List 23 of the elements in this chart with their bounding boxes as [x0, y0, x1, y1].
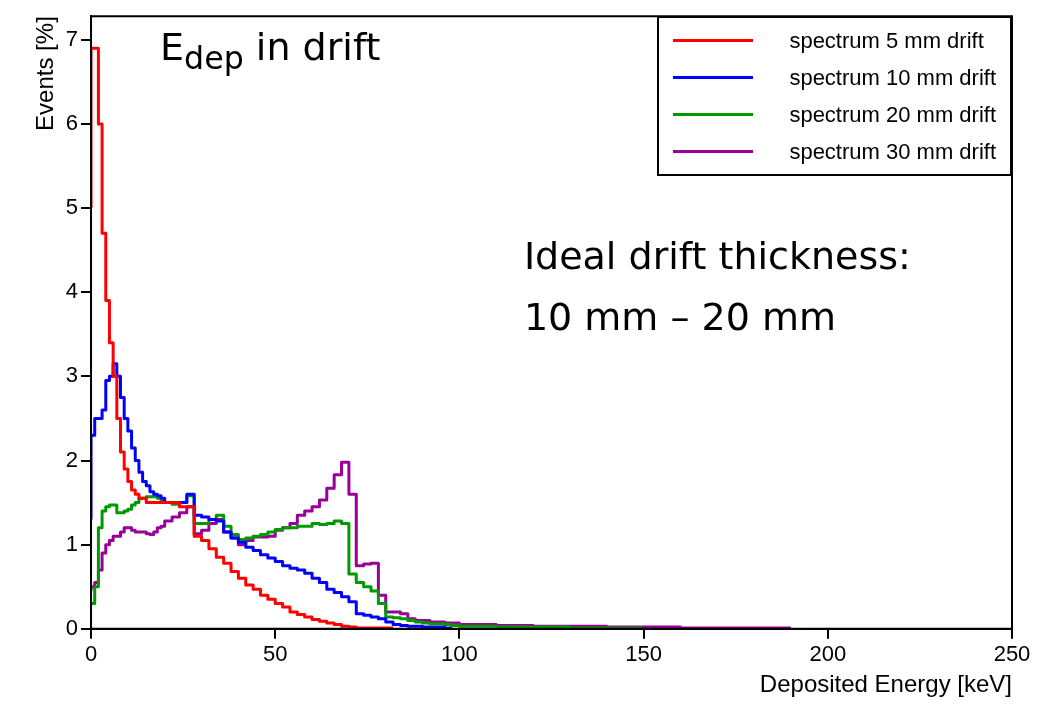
- x-axis-title: Deposited Energy [keV]: [759, 670, 1012, 698]
- x-tick-label: 0: [84, 641, 98, 667]
- y-tick-label: 7: [65, 25, 79, 51]
- x-tick-label: 150: [625, 641, 662, 667]
- annotation: Ideal drift thickness:: [523, 233, 911, 278]
- legend-label: spectrum 20 mm drift: [789, 101, 996, 130]
- x-tick-label: 50: [262, 641, 288, 667]
- y-tick-label: 2: [65, 446, 79, 472]
- y-tick-label: 0: [65, 614, 79, 640]
- x-tick-label: 100: [441, 641, 478, 667]
- legend-label: spectrum 10 mm drift: [789, 64, 996, 93]
- x-tick-label: 250: [993, 641, 1031, 667]
- annotation: 10 mm – 20 mm: [523, 294, 836, 339]
- legend-label: spectrum 30 mm drift: [789, 138, 996, 167]
- y-tick-label: 3: [65, 362, 79, 388]
- annotation: E$_{dep}$ in drift: [160, 25, 381, 76]
- y-axis-title: Events [%]: [31, 16, 59, 131]
- y-tick-label: 1: [65, 530, 79, 556]
- legend-label: spectrum 5 mm drift: [789, 27, 984, 56]
- x-tick-label: 200: [809, 641, 847, 667]
- y-tick-label: 5: [65, 194, 79, 220]
- y-tick-label: 6: [65, 109, 79, 135]
- y-tick-label: 4: [65, 278, 79, 304]
